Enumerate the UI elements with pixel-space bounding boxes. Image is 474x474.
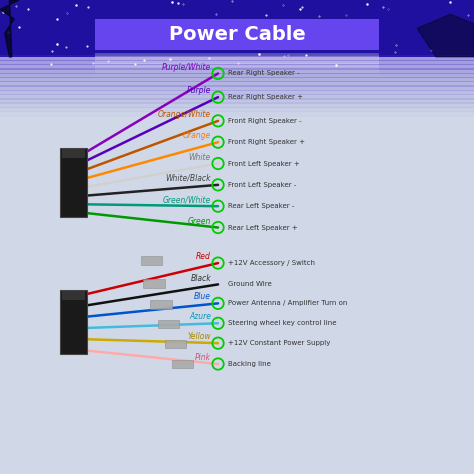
Text: +12V Constant Power Supply: +12V Constant Power Supply bbox=[228, 340, 330, 346]
Bar bbox=[0, 102, 474, 108]
Bar bbox=[0, 73, 474, 78]
Text: Yellow: Yellow bbox=[187, 332, 211, 341]
Text: Pink: Pink bbox=[195, 353, 211, 362]
Bar bbox=[0, 68, 474, 74]
Text: Front Right Speaker -: Front Right Speaker - bbox=[228, 118, 301, 124]
Bar bbox=[164, 340, 186, 348]
Text: Power Antenna / Amplifier Turn on: Power Antenna / Amplifier Turn on bbox=[228, 301, 347, 306]
Bar bbox=[0, 0, 474, 57]
Bar bbox=[95, 19, 379, 50]
Text: White: White bbox=[189, 153, 211, 162]
Bar bbox=[95, 56, 379, 60]
Bar bbox=[0, 94, 474, 100]
Text: Power Cable: Power Cable bbox=[169, 25, 305, 44]
Bar bbox=[95, 63, 379, 67]
Text: Green: Green bbox=[188, 217, 211, 226]
Text: Red: Red bbox=[196, 252, 211, 261]
Bar bbox=[61, 148, 86, 217]
Text: Purple/White: Purple/White bbox=[162, 63, 211, 72]
Bar bbox=[0, 90, 474, 95]
Text: Rear Left Speaker +: Rear Left Speaker + bbox=[228, 225, 297, 230]
Bar bbox=[62, 149, 85, 158]
Text: +12V Accessory / Switch: +12V Accessory / Switch bbox=[228, 260, 315, 266]
Bar bbox=[151, 300, 172, 309]
Bar bbox=[61, 290, 86, 355]
Text: Orange: Orange bbox=[182, 131, 211, 140]
Text: Green/White: Green/White bbox=[163, 195, 211, 204]
Bar bbox=[143, 279, 164, 288]
Bar bbox=[0, 107, 474, 112]
Bar bbox=[141, 256, 162, 265]
Bar bbox=[95, 76, 379, 80]
Bar bbox=[95, 73, 379, 77]
Bar bbox=[95, 70, 379, 73]
Text: Front Right Speaker +: Front Right Speaker + bbox=[228, 139, 304, 145]
Bar bbox=[0, 81, 474, 87]
Text: White/Black: White/Black bbox=[165, 174, 211, 183]
Bar bbox=[0, 55, 474, 61]
Bar bbox=[172, 360, 193, 368]
Text: Purple: Purple bbox=[187, 86, 211, 95]
Text: Steering wheel key control line: Steering wheel key control line bbox=[228, 320, 336, 326]
Text: Azure: Azure bbox=[189, 312, 211, 321]
Bar bbox=[95, 66, 379, 70]
Text: Orange/White: Orange/White bbox=[158, 110, 211, 119]
Bar bbox=[0, 85, 474, 91]
Text: Backing line: Backing line bbox=[228, 361, 270, 367]
Text: Front Left Speaker -: Front Left Speaker - bbox=[228, 182, 296, 188]
Bar bbox=[95, 53, 379, 57]
Bar bbox=[157, 320, 179, 328]
Bar bbox=[0, 115, 474, 121]
Bar bbox=[0, 60, 474, 65]
Bar bbox=[95, 60, 379, 64]
Text: Rear Left Speaker -: Rear Left Speaker - bbox=[228, 203, 294, 209]
Bar bbox=[0, 111, 474, 117]
Bar bbox=[0, 64, 474, 70]
Text: Blue: Blue bbox=[194, 292, 211, 301]
Text: Ground Wire: Ground Wire bbox=[228, 282, 271, 287]
Text: Rear Right Speaker -: Rear Right Speaker - bbox=[228, 71, 299, 76]
Polygon shape bbox=[0, 0, 19, 57]
Text: Black: Black bbox=[190, 273, 211, 283]
Text: Rear Right Speaker +: Rear Right Speaker + bbox=[228, 94, 302, 100]
Bar bbox=[62, 291, 85, 300]
Bar bbox=[0, 98, 474, 104]
Bar bbox=[0, 77, 474, 82]
Polygon shape bbox=[417, 14, 474, 57]
Text: Front Left Speaker +: Front Left Speaker + bbox=[228, 161, 299, 166]
